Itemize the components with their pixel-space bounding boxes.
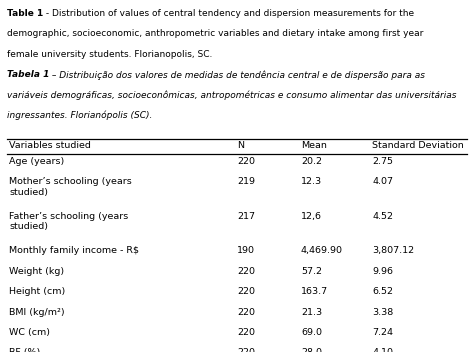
Text: Mother’s schooling (years
studied): Mother’s schooling (years studied) xyxy=(9,177,132,197)
Text: 220: 220 xyxy=(237,287,255,296)
Text: 7.24: 7.24 xyxy=(372,328,393,337)
Text: Father’s schooling (years
studied): Father’s schooling (years studied) xyxy=(9,212,129,231)
Text: 163.7: 163.7 xyxy=(301,287,328,296)
Text: N: N xyxy=(237,141,244,150)
Text: – Distribuição dos valores de medidas de tendência central e de dispersão para a: – Distribuição dos valores de medidas de… xyxy=(49,70,426,80)
Text: 28.0: 28.0 xyxy=(301,348,322,352)
Text: 21.3: 21.3 xyxy=(301,308,322,317)
Text: 12,6: 12,6 xyxy=(301,212,322,221)
Text: variáveis demográficas, socioeconômicas, antropométricas e consumo alimentar das: variáveis demográficas, socioeconômicas,… xyxy=(7,90,456,100)
Text: 57.2: 57.2 xyxy=(301,267,322,276)
Text: Mean: Mean xyxy=(301,141,327,150)
Text: ingressantes. Florianópolis (SC).: ingressantes. Florianópolis (SC). xyxy=(7,111,153,120)
Text: 3,807.12: 3,807.12 xyxy=(372,246,414,256)
Text: WC (cm): WC (cm) xyxy=(9,328,50,337)
Text: 4,469.90: 4,469.90 xyxy=(301,246,343,256)
Text: 220: 220 xyxy=(237,157,255,166)
Text: 4.52: 4.52 xyxy=(372,212,393,221)
Text: female university students. Florianopolis, SC.: female university students. Florianopoli… xyxy=(7,50,212,59)
Text: Weight (kg): Weight (kg) xyxy=(9,267,64,276)
Text: 2.75: 2.75 xyxy=(372,157,393,166)
Text: 220: 220 xyxy=(237,348,255,352)
Text: Monthly family income - R$: Monthly family income - R$ xyxy=(9,246,139,256)
Text: 217: 217 xyxy=(237,212,255,221)
Text: 12.3: 12.3 xyxy=(301,177,322,187)
Text: BF (%): BF (%) xyxy=(9,348,41,352)
Text: 219: 219 xyxy=(237,177,255,187)
Text: Variables studied: Variables studied xyxy=(9,141,91,150)
Text: 3.38: 3.38 xyxy=(372,308,393,317)
Text: Age (years): Age (years) xyxy=(9,157,65,166)
Text: 220: 220 xyxy=(237,308,255,317)
Text: 69.0: 69.0 xyxy=(301,328,322,337)
Text: Height (cm): Height (cm) xyxy=(9,287,66,296)
Text: 220: 220 xyxy=(237,267,255,276)
Text: Tabela 1: Tabela 1 xyxy=(7,70,49,79)
Text: 4.07: 4.07 xyxy=(372,177,393,187)
Text: 220: 220 xyxy=(237,328,255,337)
Text: demographic, socioeconomic, anthropometric variables and dietary intake among fi: demographic, socioeconomic, anthropometr… xyxy=(7,29,423,38)
Text: 6.52: 6.52 xyxy=(372,287,393,296)
Text: 20.2: 20.2 xyxy=(301,157,322,166)
Text: Table 1: Table 1 xyxy=(7,9,43,18)
Text: Standard Deviation: Standard Deviation xyxy=(372,141,464,150)
Text: BMI (kg/m²): BMI (kg/m²) xyxy=(9,308,65,317)
Text: 9.96: 9.96 xyxy=(372,267,393,276)
Text: 4.10: 4.10 xyxy=(372,348,393,352)
Text: - Distribution of values of central tendency and dispersion measurements for the: - Distribution of values of central tend… xyxy=(43,9,414,18)
Text: 190: 190 xyxy=(237,246,255,256)
